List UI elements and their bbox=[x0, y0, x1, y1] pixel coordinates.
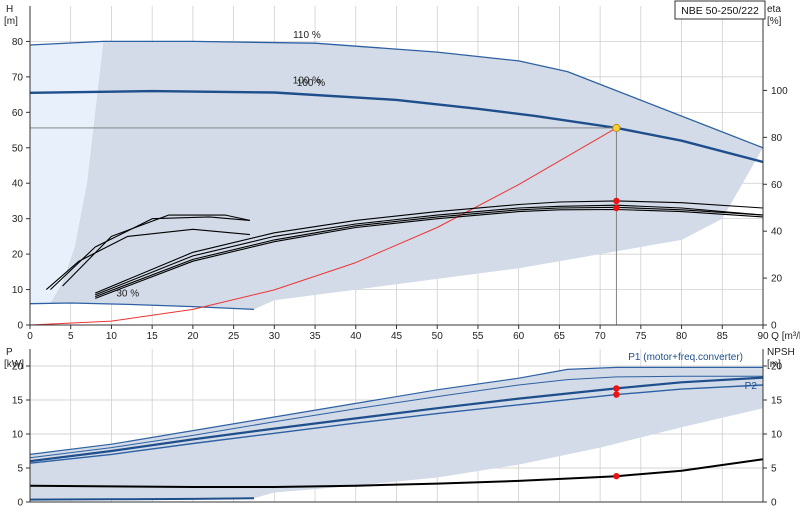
y-left-tick-label: 70 bbox=[12, 72, 24, 83]
low-flow-area bbox=[30, 41, 104, 304]
x-axis-label: Q [m³/h] bbox=[771, 331, 800, 342]
p2-100-percent-curve bbox=[29, 384, 764, 464]
power-envelope bbox=[30, 367, 763, 500]
power-curve-label: P2 bbox=[745, 381, 758, 392]
eta-curve bbox=[45, 228, 250, 291]
y-left-tick-label: 0 bbox=[17, 498, 23, 509]
system-curve bbox=[29, 127, 617, 326]
x-tick-label: 10 bbox=[106, 331, 118, 342]
power-marker bbox=[613, 385, 620, 392]
power-marker bbox=[613, 391, 620, 398]
y-left-axis-label: H bbox=[6, 4, 13, 15]
x-tick-label: 90 bbox=[757, 331, 769, 342]
duty-point-marker bbox=[612, 123, 621, 132]
curve-label: 100 % bbox=[297, 78, 325, 89]
y-right-tick-label: 20 bbox=[771, 274, 783, 285]
eta-curve bbox=[62, 214, 251, 287]
npsh-curve bbox=[29, 458, 764, 488]
eta-curve bbox=[94, 204, 764, 296]
y-left-tick-label: 30 bbox=[12, 214, 24, 225]
y-right-tick-label: 15 bbox=[771, 396, 783, 407]
y-right-tick-label: 0 bbox=[771, 498, 777, 509]
y-right-tick-label: 5 bbox=[771, 464, 777, 475]
x-tick-label: 35 bbox=[309, 331, 321, 342]
x-tick-label: 85 bbox=[717, 331, 729, 342]
power-panel: P1 (motor+freq.converter)P20510152005101… bbox=[4, 347, 795, 509]
p2-110-percent-curve bbox=[29, 375, 763, 459]
power-curve-label: P1 (motor+freq.converter) bbox=[628, 352, 743, 363]
operating-envelope bbox=[50, 41, 763, 310]
x-tick-label: 25 bbox=[228, 331, 240, 342]
y-right-tick-label: 80 bbox=[771, 133, 783, 144]
y-right-tick-label: 20 bbox=[771, 362, 783, 373]
y-left-tick-label: 5 bbox=[17, 464, 23, 475]
model-label: NBE 50-250/222 bbox=[681, 5, 759, 17]
y-right-tick-label: 10 bbox=[771, 430, 783, 441]
curve-label: 30 % bbox=[116, 289, 139, 300]
model-box: NBE 50-250/222 bbox=[674, 0, 766, 20]
eta-curve bbox=[94, 200, 764, 294]
x-tick-label: 45 bbox=[391, 331, 403, 342]
x-tick-label: 60 bbox=[513, 331, 525, 342]
curve-100-percent bbox=[29, 89, 764, 164]
curve-110-percent bbox=[29, 40, 764, 149]
eta-marker bbox=[613, 204, 620, 212]
y-left-tick-label: 20 bbox=[12, 362, 24, 373]
y-left-tick-label: 10 bbox=[12, 430, 24, 441]
curve-label: 110 % bbox=[293, 30, 321, 41]
eta-curve bbox=[95, 206, 764, 298]
p1-110-percent-curve bbox=[29, 366, 763, 455]
y-left-tick-label: 10 bbox=[12, 285, 24, 296]
curve-label: 100 % bbox=[293, 75, 321, 86]
x-tick-label: 0 bbox=[27, 331, 33, 342]
y-right-tick-label: 0 bbox=[771, 321, 777, 332]
y-left-axis-label: P bbox=[6, 347, 13, 358]
y-left-tick-label: 20 bbox=[12, 250, 24, 261]
y-left-tick-label: 60 bbox=[12, 108, 24, 119]
y-left-tick-label: 80 bbox=[12, 37, 24, 48]
curve-30-percent bbox=[29, 302, 255, 311]
x-tick-label: 75 bbox=[635, 331, 647, 342]
y-right-tick-label: 60 bbox=[771, 180, 783, 191]
y-left-tick-label: 0 bbox=[17, 321, 23, 332]
head-panel: 110 %100 %100 %30 %010203040506070800204… bbox=[4, 4, 800, 342]
x-tick-label: 70 bbox=[595, 331, 607, 342]
eta-curve bbox=[50, 216, 250, 290]
y-left-axis-unit: [m] bbox=[4, 16, 18, 27]
x-tick-label: 30 bbox=[269, 331, 281, 342]
y-left-tick-label: 15 bbox=[12, 396, 24, 407]
x-tick-label: 55 bbox=[472, 331, 484, 342]
x-tick-label: 5 bbox=[68, 331, 74, 342]
power-marker bbox=[613, 472, 620, 480]
x-tick-label: 40 bbox=[350, 331, 362, 342]
y-left-tick-label: 40 bbox=[12, 179, 24, 190]
y-right-axis-unit: [m] bbox=[767, 359, 781, 370]
eta-marker bbox=[613, 197, 620, 205]
x-tick-label: 20 bbox=[187, 331, 199, 342]
power-30-percent-curve bbox=[29, 497, 255, 501]
x-tick-label: 65 bbox=[554, 331, 566, 342]
x-tick-label: 50 bbox=[432, 331, 444, 342]
y-right-axis-label: NPSH bbox=[767, 347, 795, 358]
x-tick-label: 15 bbox=[147, 331, 159, 342]
y-left-axis-unit: [kW] bbox=[4, 359, 24, 370]
y-right-axis-unit: [%] bbox=[767, 16, 782, 27]
y-right-tick-label: 100 bbox=[771, 86, 788, 97]
y-right-tick-label: 40 bbox=[771, 227, 783, 238]
p1-100-percent-curve bbox=[29, 376, 764, 463]
y-left-tick-label: 50 bbox=[12, 143, 24, 154]
y-right-axis-label: eta bbox=[767, 4, 781, 15]
x-tick-label: 80 bbox=[676, 331, 688, 342]
eta-curve bbox=[95, 208, 764, 299]
